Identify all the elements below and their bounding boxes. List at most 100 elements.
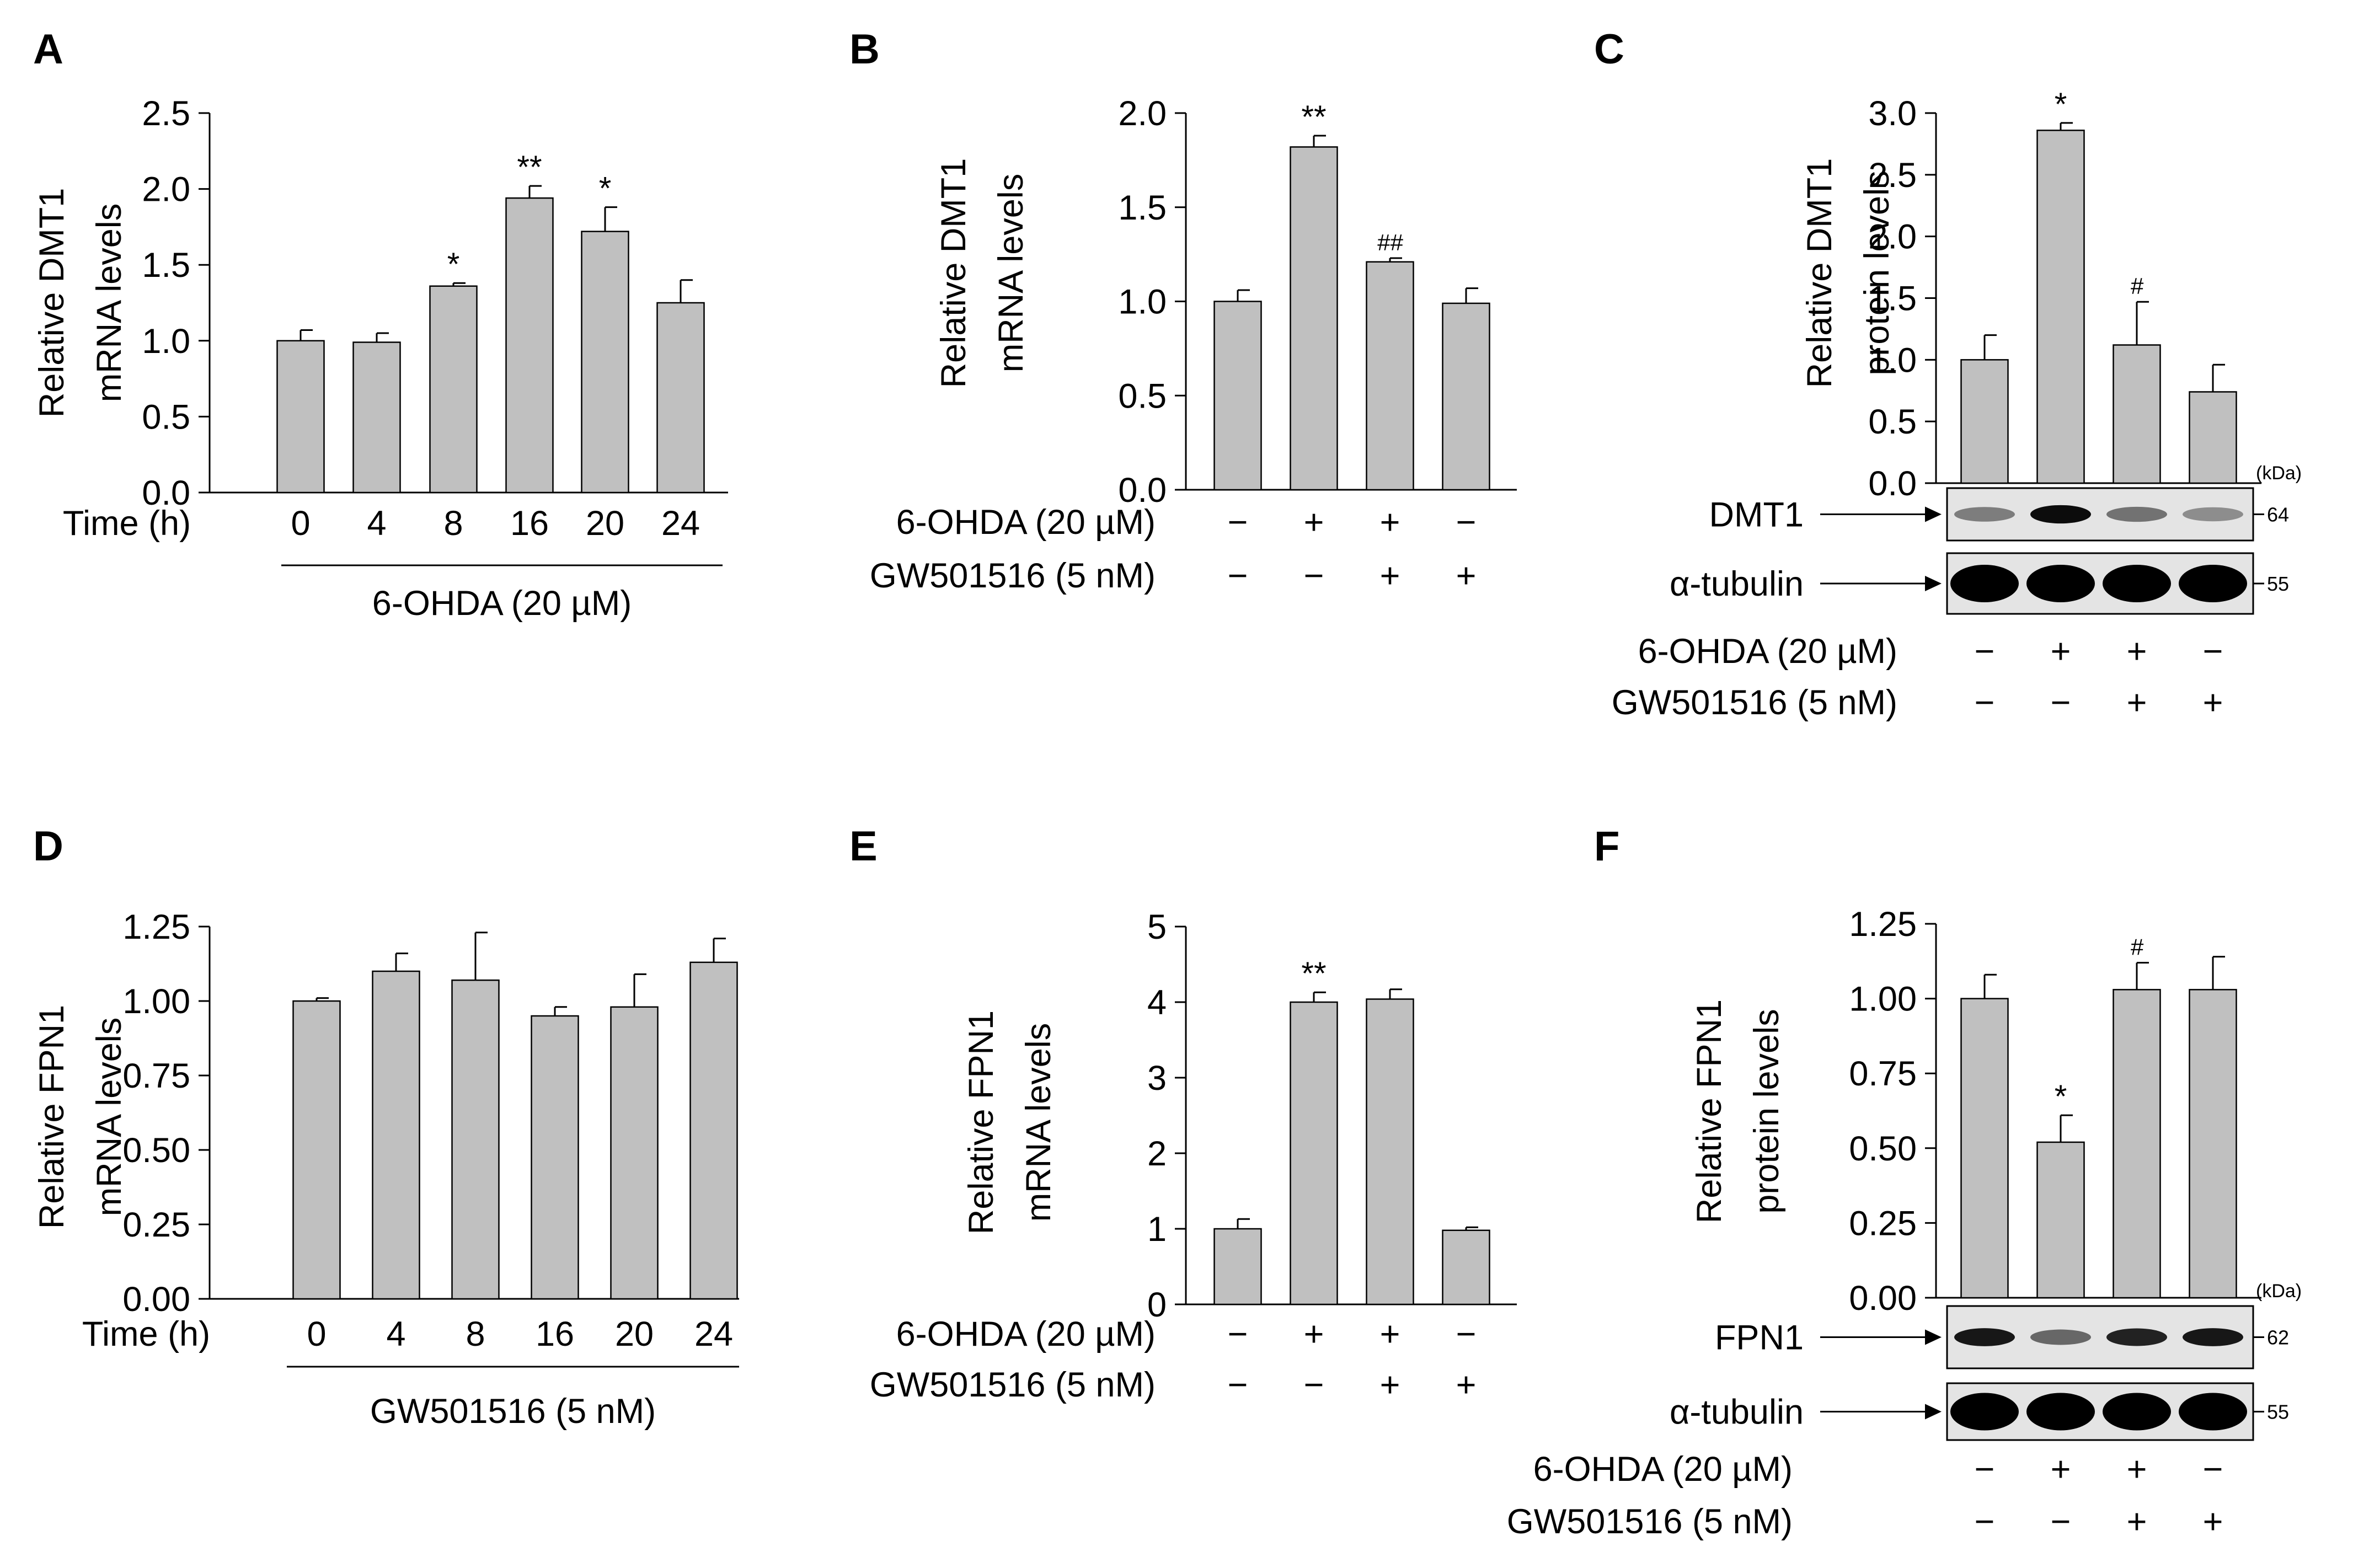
treatment-sign: − bbox=[1975, 1450, 1995, 1489]
treatment-sign: − bbox=[1304, 1366, 1324, 1404]
y-tick-label: 1.0 bbox=[1868, 341, 1917, 379]
y-tick-label: 4 bbox=[1147, 983, 1167, 1022]
arrow-head-icon bbox=[1925, 1329, 1942, 1345]
panel-label: C bbox=[1594, 26, 1624, 73]
bar bbox=[451, 979, 500, 1300]
blot-band bbox=[1954, 507, 2015, 522]
bar bbox=[2189, 989, 2237, 1299]
blot-protein-label: FPN1 bbox=[1715, 1319, 1804, 1357]
significance-mark: ** bbox=[1301, 956, 1326, 992]
kda-unit: (kDa) bbox=[2256, 1281, 2302, 1302]
treatment-sign: − bbox=[2051, 1502, 2071, 1541]
y-tick-label: 1.5 bbox=[1118, 189, 1167, 227]
y-axis-label: mRNA levels bbox=[1019, 1023, 1058, 1222]
y-tick-label: 0.50 bbox=[1849, 1130, 1917, 1168]
blot-band bbox=[2103, 1393, 2171, 1431]
y-axis-label: protein levels bbox=[1858, 170, 1896, 375]
y-tick-label: 2 bbox=[1147, 1134, 1167, 1173]
significance-mark: ## bbox=[1377, 229, 1403, 255]
y-tick-label: 1.25 bbox=[122, 908, 190, 946]
treatment-sign: − bbox=[1975, 1502, 1995, 1541]
y-tick-label: 0.75 bbox=[1849, 1055, 1917, 1093]
treatment-sign: + bbox=[2051, 1450, 2071, 1489]
bar bbox=[1442, 1229, 1490, 1305]
y-tick-label: 1 bbox=[1147, 1210, 1167, 1249]
treatment-sign: − bbox=[1228, 556, 1248, 595]
significance-mark: * bbox=[447, 247, 460, 282]
y-tick-label: 2.0 bbox=[1868, 218, 1917, 256]
treatment-sign: + bbox=[2203, 683, 2223, 722]
panel-label: A bbox=[33, 26, 63, 73]
treatment-sign: − bbox=[1456, 1315, 1477, 1353]
treatment-sign: + bbox=[2203, 1502, 2223, 1541]
significance-mark: # bbox=[2130, 934, 2143, 960]
panel-label: D bbox=[33, 823, 63, 870]
bar bbox=[1213, 301, 1262, 491]
treatment-sign: + bbox=[1456, 556, 1477, 595]
x-tick-label: 0 bbox=[307, 1315, 326, 1353]
treatment-sign: + bbox=[2051, 632, 2071, 671]
blot-protein-label: DMT1 bbox=[1709, 496, 1804, 534]
blot-protein-label: α-tubulin bbox=[1670, 565, 1804, 603]
x-tick-label: 8 bbox=[466, 1315, 485, 1353]
bar bbox=[2113, 989, 2161, 1299]
treatment-label: 6-OHDA (20 µM) bbox=[896, 503, 1156, 542]
bar bbox=[689, 961, 738, 1300]
y-axis-label: Relative DMT1 bbox=[33, 188, 71, 418]
panel-a: A 0.0 0.5 1.0 1.5 2.0 2.5 Relative DMT1 mRNA lev… bbox=[33, 26, 728, 623]
y-axis-label: mRNA levels bbox=[992, 174, 1030, 373]
y-tick-label: 0.0 bbox=[1118, 471, 1167, 510]
y-tick-label: 0.00 bbox=[1849, 1279, 1917, 1318]
y-axis-label: Relative DMT1 bbox=[1800, 158, 1839, 388]
y-tick-label: 3 bbox=[1147, 1059, 1167, 1098]
bar bbox=[2113, 344, 2161, 484]
arrow-head-icon bbox=[1925, 1404, 1942, 1420]
significance-mark: # bbox=[2130, 273, 2143, 299]
panel-d: D 0.00 0.25 0.50 0.75 1.00 1.25 Relative FPN1 mR… bbox=[33, 823, 739, 1431]
blot-band bbox=[2103, 565, 2171, 602]
blot-band bbox=[1954, 1328, 2015, 1346]
x-tick-label: 4 bbox=[367, 504, 386, 543]
bar bbox=[1366, 261, 1414, 491]
y-tick-label: 1.5 bbox=[142, 246, 190, 285]
x-axis-title: Time (h) bbox=[63, 504, 191, 543]
y-tick-label: 5 bbox=[1147, 908, 1167, 946]
treatment-sign: − bbox=[1456, 503, 1477, 542]
x-tick-label: 4 bbox=[386, 1315, 405, 1353]
blot-band bbox=[2030, 505, 2091, 524]
bar bbox=[276, 340, 325, 494]
bar bbox=[2036, 130, 2085, 484]
x-tick-label: 20 bbox=[615, 1315, 654, 1353]
significance-mark: ** bbox=[1301, 99, 1326, 135]
treatment-sign: − bbox=[2051, 683, 2071, 722]
treatment-sign: + bbox=[1380, 556, 1400, 595]
x-tick-label: 16 bbox=[510, 504, 549, 543]
treatment-label: 6-OHDA (20 µM) bbox=[1533, 1450, 1793, 1489]
blot-band bbox=[2106, 506, 2167, 522]
x-tick-label: 24 bbox=[694, 1315, 733, 1353]
blot-band bbox=[2026, 1393, 2095, 1431]
treatment-sign: − bbox=[2203, 632, 2223, 671]
treatment-sign: + bbox=[1304, 1315, 1324, 1353]
y-axis-label: mRNA levels bbox=[90, 204, 129, 403]
treatment-sign: + bbox=[2127, 632, 2147, 671]
arrow-head-icon bbox=[1925, 576, 1942, 591]
y-tick-label: 0.25 bbox=[1849, 1204, 1917, 1243]
arrow-head-icon bbox=[1925, 506, 1942, 522]
y-tick-label: 0.0 bbox=[142, 474, 190, 512]
bar bbox=[352, 341, 401, 494]
treatment-sign: − bbox=[1304, 556, 1324, 595]
bar bbox=[531, 1015, 579, 1300]
y-tick-label: 1.00 bbox=[122, 982, 190, 1021]
blot-band bbox=[2026, 565, 2095, 602]
treatment-label: GW501516 (5 nM) bbox=[1612, 683, 1897, 722]
bar bbox=[1366, 998, 1414, 1305]
treatment-sign: − bbox=[1228, 503, 1248, 542]
treatment-label: GW501516 (5 nM) bbox=[1507, 1502, 1793, 1541]
y-tick-label: 0.5 bbox=[1868, 403, 1917, 441]
y-axis-label: Relative DMT1 bbox=[934, 158, 973, 388]
y-tick-label: 0.5 bbox=[142, 398, 190, 436]
y-tick-label: 1.0 bbox=[1118, 283, 1167, 322]
kda-label: 55 bbox=[2267, 1401, 2289, 1423]
